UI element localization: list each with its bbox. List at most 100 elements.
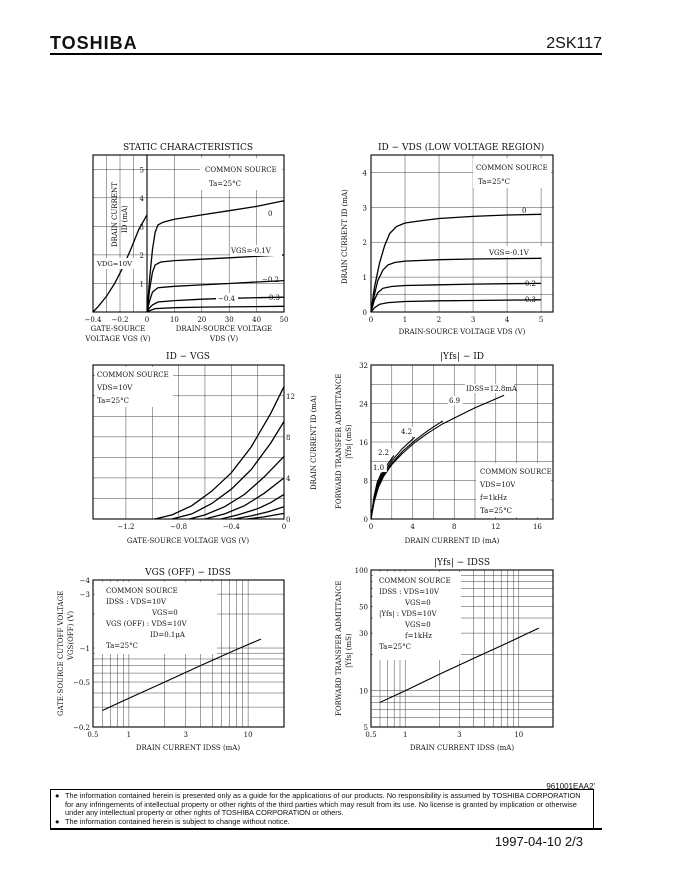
chart2-x-tick-label: 4: [505, 316, 510, 324]
chart4-curve-label: 6.9: [449, 397, 460, 405]
chart1-y-tick-label: 3: [140, 223, 144, 231]
chart3-curve: [189, 455, 285, 520]
chart4-ylabel: |Yfs| (mS): [345, 424, 353, 459]
chart2-y-tick-label: 3: [363, 204, 367, 212]
chart6-note-6: Ta=25°C: [379, 643, 411, 651]
chart4-title: |Yfs| − ID: [440, 352, 484, 362]
chart6-note-1: IDSS : VDS=10V: [379, 588, 440, 596]
chart1-left-tick-label: −0.2: [112, 316, 129, 324]
chart2-curve: [370, 282, 542, 313]
disclaimer-box: ● The information contained herein is pre…: [50, 789, 594, 830]
chart5-note-0: COMMON SOURCE: [106, 587, 178, 595]
chart3-y-tick-label: 8: [286, 434, 290, 442]
chart2-title: ID − VDS (LOW VOLTAGE REGION): [378, 142, 544, 153]
chart1-right-tick-label: 50: [280, 316, 289, 324]
chart4-curve-label: 2.2: [378, 449, 389, 457]
chart1-label-bg: [95, 258, 135, 269]
chart3-note-0: COMMON SOURCE: [97, 371, 169, 379]
chart3-note-2: Ta=25°C: [97, 397, 129, 405]
chart5-y-tick-label: −4: [80, 577, 91, 585]
chart1-curve: [146, 296, 285, 313]
chart5-y-tick-label: −0.2: [73, 724, 90, 732]
chart1-ylabel: DRAIN CURRENT: [111, 182, 119, 247]
chart5-x-tick-label: 0.5: [87, 731, 98, 739]
chart4-note-3: Ta=25°C: [480, 507, 512, 515]
chart4-y-tick-label: 32: [359, 362, 368, 370]
chart1-transfer-curve: [92, 214, 148, 313]
chart6-title: |Yfs| − IDSS: [434, 558, 490, 568]
chart6-frame: [370, 569, 554, 728]
chart1-ylabel: ID (mA): [121, 205, 129, 233]
chart3-title: ID − VGS: [166, 352, 210, 362]
chart2-curve: [370, 213, 542, 313]
chart1-right-tick-label: 40: [252, 316, 261, 324]
chart2-x-tick-label: 5: [539, 316, 543, 324]
chart3-xlabel: GATE-SOURCE VOLTAGE VGS (V): [127, 537, 249, 545]
chart1-y-tick-label: 5: [140, 166, 144, 174]
chart6-x-tick-label: 1: [403, 731, 407, 739]
chart1-right-xlabel: VDS (V): [209, 335, 238, 343]
chart1-curve-label: VGS=-0.1V: [230, 247, 272, 255]
chart4-note-bg: [476, 463, 551, 517]
chart3-note-1: VDS=10V: [96, 384, 133, 392]
chart3-y-tick-label: 0: [286, 516, 290, 524]
chart1-curve-label: −0.3: [263, 294, 280, 302]
chart5-note-2: VGS=0: [151, 609, 178, 617]
chart1-left-xlabel: VOLTAGE VGS (V): [84, 335, 150, 343]
chart4-y-tick-label: 0: [364, 516, 368, 524]
chart1-curve-label: −0.2: [262, 276, 279, 284]
chart5-xlabel: DRAIN CURRENT IDSS (mA): [136, 744, 240, 752]
chart1-frame: [92, 154, 285, 313]
chart4-label-bg: [400, 427, 415, 436]
chart5-note-4: ID=0.1μA: [150, 631, 186, 639]
chart6-x-tick-label: 10: [514, 731, 523, 739]
chart6-note-bg: [373, 572, 461, 660]
chart3-y-tick-label: 12: [286, 393, 295, 401]
chart1-note-0: COMMON SOURCE: [205, 166, 277, 174]
chart4-ylabel: FORWARD TRANSFER ADMITTANCE: [335, 374, 343, 509]
chart2-note-0: COMMON SOURCE: [476, 164, 548, 172]
chart3-curve: [204, 477, 285, 520]
chart2-xlabel: DRAIN-SOURCE VOLTAGE VDS (V): [399, 328, 526, 336]
chart3-curve: [247, 512, 285, 520]
chart6-y-tick-label: 30: [359, 630, 368, 638]
chart6-ylabel: FORWARD TRANSFER ADMITTANCE: [335, 581, 343, 716]
chart5-note-5: Ta=25°C: [106, 642, 138, 650]
chart2-y-tick-label: 1: [363, 274, 367, 282]
chart1-curve: [146, 305, 285, 313]
chart3-frame: [92, 364, 285, 520]
chart1-curve: [146, 279, 285, 313]
chart5-frame: [92, 579, 285, 728]
chart2-label-bg: [486, 246, 548, 257]
chart5-ylabel: VGS(OFF) (V): [67, 611, 75, 661]
chart4-y-tick-label: 24: [359, 401, 368, 409]
chart1-right-xlabel: DRAIN-SOURCE VOLTAGE: [176, 325, 272, 333]
chart3-x-tick-label: −0.8: [170, 523, 187, 531]
chart4-note-2: f=1kHz: [480, 494, 507, 502]
chart2-frame: [370, 154, 554, 313]
chart6-note-5: f=1kHz: [405, 632, 432, 640]
bullet-icon: ●: [55, 791, 60, 800]
chart4-curve-label: 1.0: [373, 464, 384, 472]
chart1-label-bg: [216, 293, 238, 303]
chart1-curve-label: 0: [268, 210, 272, 218]
chart6-y-tick-label: 100: [355, 567, 368, 575]
chart4-note-0: COMMON SOURCE: [480, 468, 552, 476]
chart2-curve: [370, 257, 542, 313]
disclaimer-text-2: The information contained herein is subj…: [65, 816, 290, 826]
chart3-x-tick-label: 0: [282, 523, 286, 531]
chart3-curve: [233, 506, 285, 520]
chart5-title: VGS (OFF) − IDSS: [144, 567, 231, 578]
chart6-curve: [379, 627, 540, 703]
chart5-y-tick-label: −1: [80, 645, 90, 653]
brand-logo: TOSHIBA: [50, 33, 138, 53]
chart2-y-tick-label: 4: [363, 169, 368, 177]
chart1-note-bg: [200, 158, 282, 190]
chart4-label-bg: [465, 384, 515, 393]
disclaimer-text-1: The information contained herein is pres…: [65, 791, 581, 818]
disclaimer-bullet-1: ● The information contained herein is pre…: [55, 791, 589, 818]
chart1-y-tick-label: 4: [140, 195, 145, 203]
chart3-note-bg: [95, 367, 173, 407]
chart3-x-tick-label: −0.4: [223, 523, 241, 531]
